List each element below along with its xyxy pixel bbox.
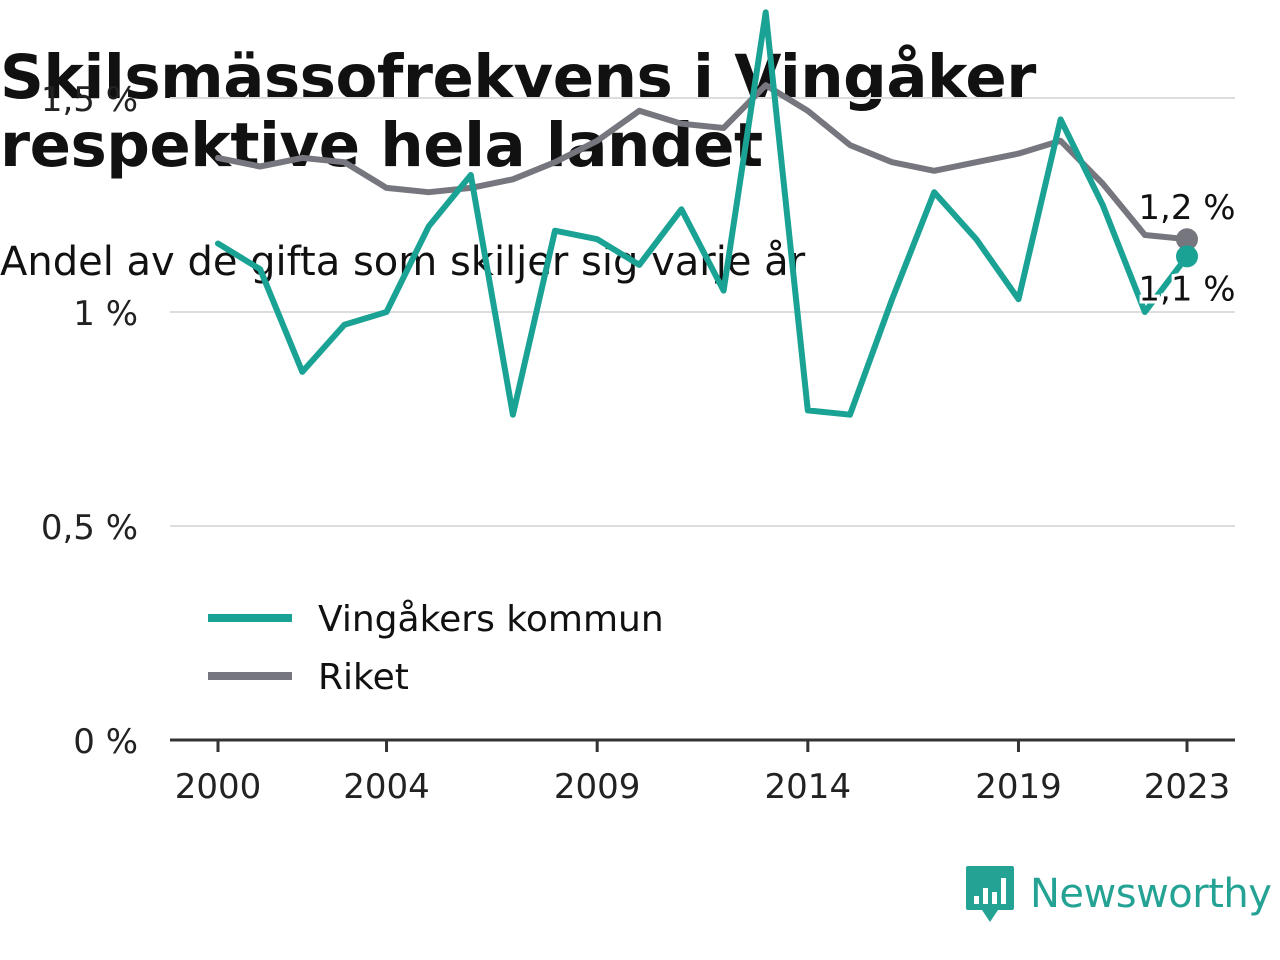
- legend: Vingåkers kommun Riket: [200, 592, 680, 702]
- chart-title-line-1: Skilsmässofrekvens i Vingåker: [0, 42, 1036, 113]
- series-line-vingaker: [215, 9, 1190, 418]
- newsworthy-brand: Newsworthy: [964, 862, 1272, 926]
- x-axis: 2000 2004 2009 2014 2019 2023: [170, 738, 1235, 807]
- y-tick-label: 1 %: [73, 294, 138, 334]
- series-line-riket: [215, 82, 1190, 243]
- chart-title: Skilsmässofrekvens i Vingåker respektive…: [0, 44, 1240, 180]
- x-tick-label: 2014: [765, 767, 852, 807]
- x-tick-label: 2023: [1144, 767, 1231, 807]
- y-axis-labels: 0 % 0,5 % 1 % 1,5 %: [41, 80, 138, 762]
- x-tick-label: 2000: [175, 767, 262, 807]
- legend-label: Riket: [318, 657, 409, 698]
- series-lines: [215, 9, 1198, 418]
- legend-background: [200, 592, 680, 702]
- y-tick-label: 1,5 %: [41, 80, 138, 120]
- x-tick-label: 2004: [343, 767, 430, 807]
- x-tick-label: 2019: [975, 767, 1062, 807]
- brand-name: Newsworthy: [1030, 871, 1272, 917]
- legend-label: Vingåkers kommun: [318, 599, 664, 640]
- end-value-label: 1,2 %: [1138, 188, 1235, 228]
- newsworthy-logo-icon: [966, 866, 1014, 922]
- end-point-vingaker: [1176, 245, 1198, 268]
- end-labels: 1,2 % 1,1 %: [1135, 185, 1238, 312]
- y-tick-label: 0,5 %: [41, 508, 138, 548]
- grid-lines: [170, 97, 1235, 527]
- x-tick-label: 2009: [554, 767, 641, 807]
- end-value-label: 1,1 %: [1138, 269, 1235, 309]
- end-point-riket: [1176, 228, 1198, 251]
- y-tick-label: 0 %: [73, 722, 138, 762]
- chart-title-line-2: respektive hela landet: [0, 110, 763, 181]
